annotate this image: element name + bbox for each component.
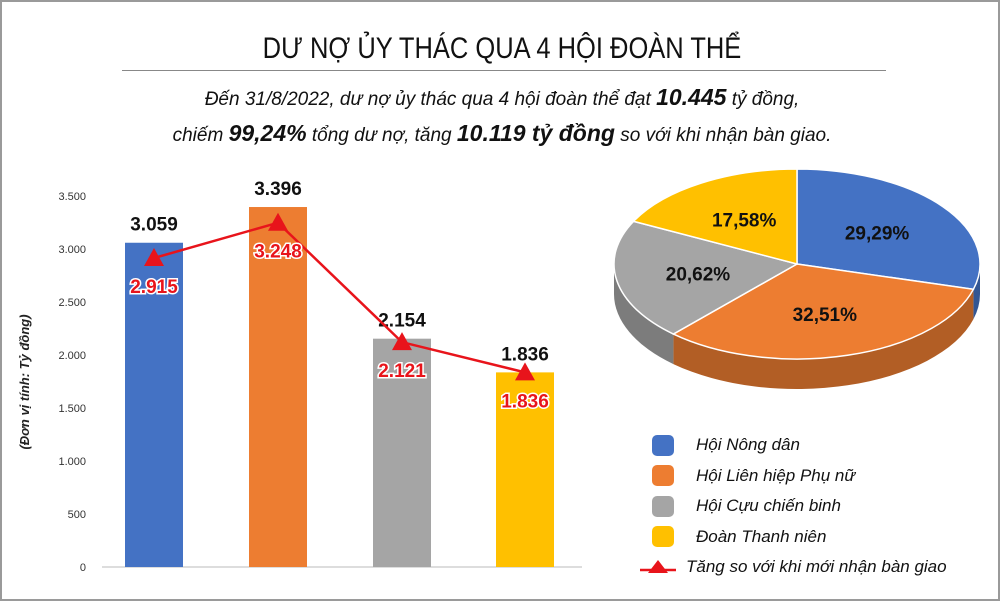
bar-value-label: 3.059 <box>130 215 178 236</box>
legend-swatch <box>652 526 674 548</box>
subtitle-total: 10.445 <box>656 84 727 110</box>
legend-item: Đoàn Thanh niên <box>652 522 947 553</box>
subtitle-text: chiếm <box>172 125 229 146</box>
subtitle-text: tổng dư nợ, tăng <box>306 125 457 146</box>
pie-value-label: 17,58% <box>712 211 777 232</box>
subtitle-line-1: Đến 31/8/2022, dư nợ ủy thác qua 4 hội đ… <box>2 84 998 111</box>
subtitle-text: so với khi nhận bàn giao. <box>614 125 832 146</box>
legend-label: Hội Liên hiệp Phụ nữ <box>696 465 856 485</box>
increase-label: 2.915 <box>130 277 178 298</box>
pie-slice-2 <box>671 263 975 360</box>
increase-label: 1.836 <box>501 391 549 412</box>
legend-line-marker-icon <box>640 560 676 574</box>
y-tick-label: 2.500 <box>58 297 86 309</box>
increase-marker <box>268 212 288 231</box>
legend-label: Tăng so với khi mới nhận bàn giao <box>686 557 947 577</box>
legend-label: Hội Cựu chiến binh <box>696 496 841 516</box>
legend-swatch <box>652 434 674 456</box>
subtitle-text: Đến 31/8/2022, dư nợ ủy thác qua 4 hội đ… <box>204 89 657 110</box>
pie-slice-3 <box>613 220 799 335</box>
subtitle-share: 99,24% <box>228 120 307 146</box>
legend-item: Hội Nông dân <box>652 430 947 461</box>
y-axis-label: (Đơn vị tính: Tỷ đồng) <box>17 314 32 449</box>
y-tick-label: 1.500 <box>58 403 86 415</box>
legend-label: Hội Nông dân <box>696 435 800 455</box>
title-divider <box>122 70 886 71</box>
pie-value-label: 32,51% <box>793 305 858 326</box>
pie-slice-side <box>673 289 974 389</box>
bar-value-label: 2.154 <box>378 311 426 332</box>
subtitle-text: tỷ đồng, <box>726 89 800 110</box>
increase-label: 3.248 <box>254 242 302 263</box>
page-title: DƯ NỢ ỦY THÁC QUA 4 HỘI ĐOÀN THỂ <box>262 32 742 65</box>
increase-marker <box>515 362 535 381</box>
y-tick-label: 2.000 <box>58 350 86 362</box>
legend-item: Hội Liên hiệp Phụ nữ <box>652 461 947 492</box>
y-tick-label: 500 <box>68 509 86 521</box>
pie-slice-side <box>613 264 674 365</box>
pie-slice-4 <box>632 168 798 265</box>
pie-value-label: 20,62% <box>666 264 731 285</box>
legend: Hội Nông dân Hội Liên hiệp Phụ nữ Hội Cựu … <box>640 430 947 583</box>
y-tick-label: 0 <box>80 562 86 574</box>
legend-item: Hội Cựu chiến binh <box>652 491 947 522</box>
subtitle-line-2: chiếm 99,24% tổng dư nợ, tăng 10.119 tỷ … <box>2 120 998 147</box>
bar-value-label: 3.396 <box>254 179 302 200</box>
pie-slice-1 <box>796 168 981 291</box>
subtitle-increase: 10.119 tỷ đồng <box>456 120 615 146</box>
bar-3 <box>373 338 431 567</box>
legend-swatch <box>652 495 674 517</box>
increase-marker <box>144 248 164 267</box>
y-tick-label: 1.000 <box>58 456 86 468</box>
legend-label: Đoàn Thanh niên <box>696 526 827 546</box>
increase-marker <box>392 332 412 351</box>
bar-value-label: 1.836 <box>501 344 549 365</box>
legend-item: Tăng so với khi mới nhận bàn giao <box>640 552 947 583</box>
bar-1 <box>125 242 183 567</box>
bar-2 <box>249 207 307 568</box>
bar-4 <box>496 372 554 567</box>
y-tick-label: 3.500 <box>58 191 86 203</box>
increase-label: 2.121 <box>378 361 426 382</box>
increase-line <box>153 221 526 374</box>
legend-swatch <box>652 465 674 487</box>
pie-value-label: 29,29% <box>845 223 910 244</box>
y-tick-label: 3.000 <box>58 244 86 256</box>
